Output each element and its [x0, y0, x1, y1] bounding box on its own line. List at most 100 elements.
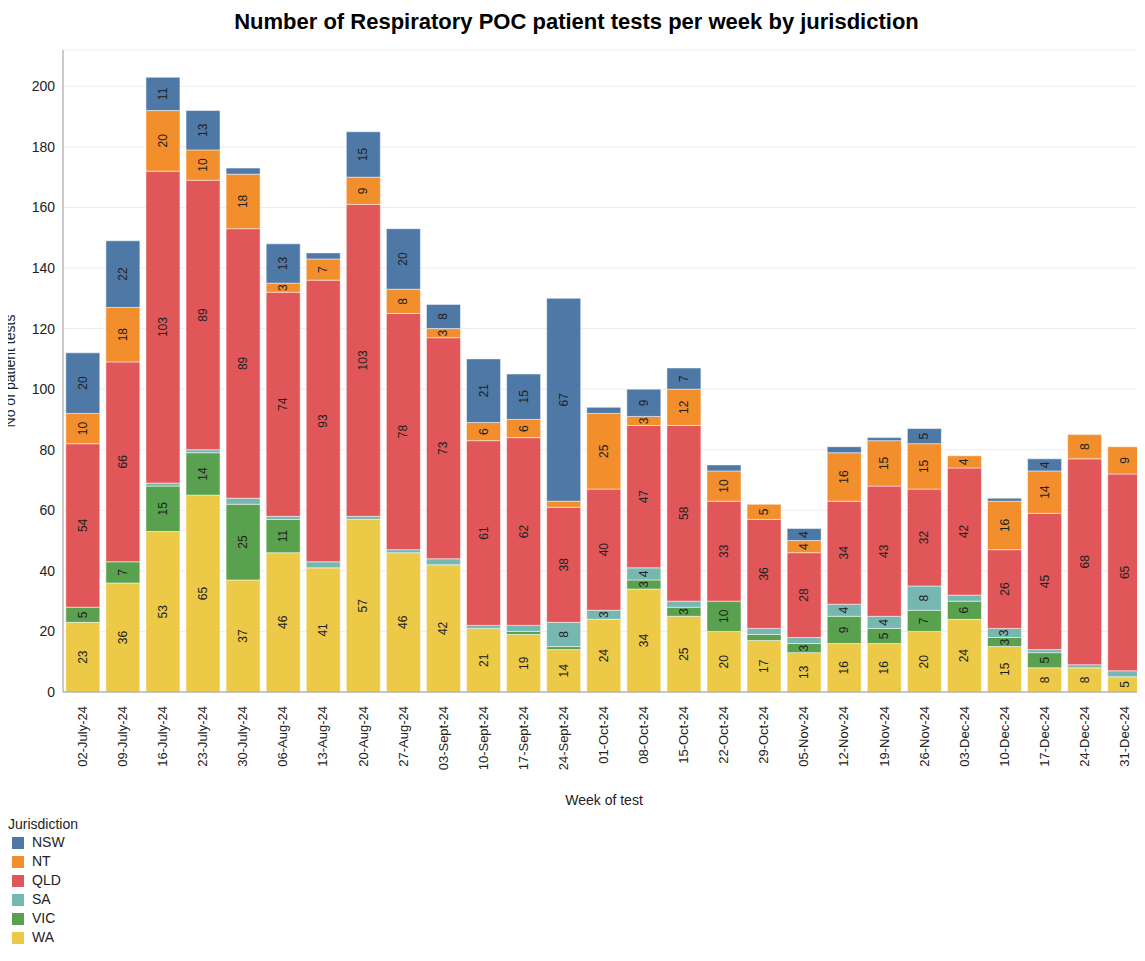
svg-text:53: 53	[156, 605, 170, 619]
svg-text:26-Nov-24: 26-Nov-24	[917, 706, 932, 767]
svg-text:34: 34	[637, 634, 651, 648]
svg-text:20: 20	[917, 655, 931, 669]
svg-text:37: 37	[236, 629, 250, 643]
svg-text:31-Dec-24: 31-Dec-24	[1117, 706, 1132, 767]
svg-text:18: 18	[236, 194, 250, 208]
svg-text:66: 66	[116, 455, 130, 469]
svg-text:3: 3	[436, 329, 450, 336]
svg-text:3: 3	[797, 644, 811, 651]
svg-text:14: 14	[196, 467, 210, 481]
svg-text:38: 38	[557, 558, 571, 572]
svg-text:8: 8	[396, 298, 410, 305]
svg-text:3: 3	[597, 611, 611, 618]
svg-text:15: 15	[877, 456, 891, 470]
svg-text:9: 9	[837, 626, 851, 633]
svg-text:10: 10	[76, 422, 90, 436]
svg-text:7: 7	[917, 617, 931, 624]
svg-text:42: 42	[436, 621, 450, 635]
svg-text:8: 8	[1078, 443, 1092, 450]
svg-text:25: 25	[597, 444, 611, 458]
svg-text:03-Sept-24: 03-Sept-24	[436, 706, 451, 770]
svg-text:15: 15	[517, 390, 531, 404]
svg-text:24-Dec-24: 24-Dec-24	[1077, 706, 1092, 767]
svg-text:16: 16	[998, 518, 1012, 532]
svg-text:46: 46	[396, 615, 410, 629]
svg-text:05-Nov-24: 05-Nov-24	[796, 706, 811, 767]
svg-text:89: 89	[196, 308, 210, 322]
svg-text:68: 68	[1078, 555, 1092, 569]
svg-text:20: 20	[156, 134, 170, 148]
svg-text:13: 13	[797, 665, 811, 679]
svg-text:140: 140	[32, 260, 56, 276]
svg-text:20: 20	[396, 252, 410, 266]
svg-text:8: 8	[436, 313, 450, 320]
svg-text:02-July-24: 02-July-24	[75, 706, 90, 767]
svg-text:10: 10	[196, 158, 210, 172]
svg-text:15: 15	[917, 459, 931, 473]
svg-text:6: 6	[517, 425, 531, 432]
svg-text:45: 45	[1038, 574, 1052, 588]
svg-text:22: 22	[116, 267, 130, 281]
svg-text:5: 5	[1038, 657, 1052, 664]
svg-text:120: 120	[32, 321, 56, 337]
svg-text:9: 9	[356, 187, 370, 194]
svg-text:8: 8	[557, 631, 571, 638]
svg-text:18: 18	[116, 328, 130, 342]
svg-text:4: 4	[797, 531, 811, 538]
svg-text:4: 4	[957, 458, 971, 465]
svg-text:7: 7	[116, 569, 130, 576]
svg-text:5: 5	[917, 432, 931, 439]
svg-text:19: 19	[517, 656, 531, 670]
svg-text:0: 0	[47, 684, 55, 700]
svg-text:160: 160	[32, 199, 56, 215]
svg-text:14: 14	[557, 664, 571, 678]
svg-text:60: 60	[39, 502, 55, 518]
svg-text:28: 28	[797, 588, 811, 602]
svg-text:5: 5	[1118, 681, 1132, 688]
svg-text:103: 103	[356, 350, 370, 370]
svg-text:6: 6	[957, 607, 971, 614]
svg-text:17-Sept-24: 17-Sept-24	[516, 706, 531, 770]
svg-text:4: 4	[797, 543, 811, 550]
svg-text:5: 5	[877, 632, 891, 639]
svg-text:62: 62	[517, 525, 531, 539]
svg-text:47: 47	[637, 490, 651, 504]
svg-text:20: 20	[39, 623, 55, 639]
svg-text:8: 8	[1078, 676, 1092, 683]
svg-text:20: 20	[76, 376, 90, 390]
svg-text:32: 32	[917, 531, 931, 545]
svg-text:13: 13	[196, 123, 210, 137]
svg-text:8: 8	[1038, 676, 1052, 683]
svg-text:17-Dec-24: 17-Dec-24	[1037, 706, 1052, 767]
svg-text:03-Dec-24: 03-Dec-24	[957, 706, 972, 767]
svg-text:Week of test: Week of test	[565, 792, 643, 807]
svg-text:89: 89	[236, 356, 250, 370]
svg-text:24: 24	[597, 649, 611, 663]
svg-text:12: 12	[677, 400, 691, 414]
svg-text:25: 25	[236, 535, 250, 549]
svg-text:01-Oct-24: 01-Oct-24	[596, 706, 611, 764]
svg-text:15: 15	[998, 662, 1012, 676]
svg-text:23: 23	[76, 650, 90, 664]
svg-text:5: 5	[76, 611, 90, 618]
svg-text:10: 10	[717, 479, 731, 493]
svg-text:27-Aug-24: 27-Aug-24	[396, 706, 411, 767]
svg-text:57: 57	[356, 599, 370, 613]
svg-text:80: 80	[39, 442, 55, 458]
svg-text:42: 42	[957, 525, 971, 539]
svg-text:29-Oct-24: 29-Oct-24	[756, 706, 771, 764]
svg-text:3: 3	[637, 417, 651, 424]
svg-text:5: 5	[757, 508, 771, 515]
svg-text:30-July-24: 30-July-24	[235, 706, 250, 767]
svg-text:6: 6	[477, 428, 491, 435]
svg-text:7: 7	[677, 375, 691, 382]
svg-text:4: 4	[877, 619, 891, 626]
svg-text:200: 200	[32, 78, 56, 94]
svg-text:4: 4	[837, 607, 851, 614]
svg-text:3: 3	[677, 608, 691, 615]
svg-text:16: 16	[877, 661, 891, 675]
svg-text:19-Nov-24: 19-Nov-24	[877, 706, 892, 767]
svg-text:10-Dec-24: 10-Dec-24	[997, 706, 1012, 767]
svg-text:9: 9	[1118, 457, 1132, 464]
svg-text:3: 3	[637, 581, 651, 588]
